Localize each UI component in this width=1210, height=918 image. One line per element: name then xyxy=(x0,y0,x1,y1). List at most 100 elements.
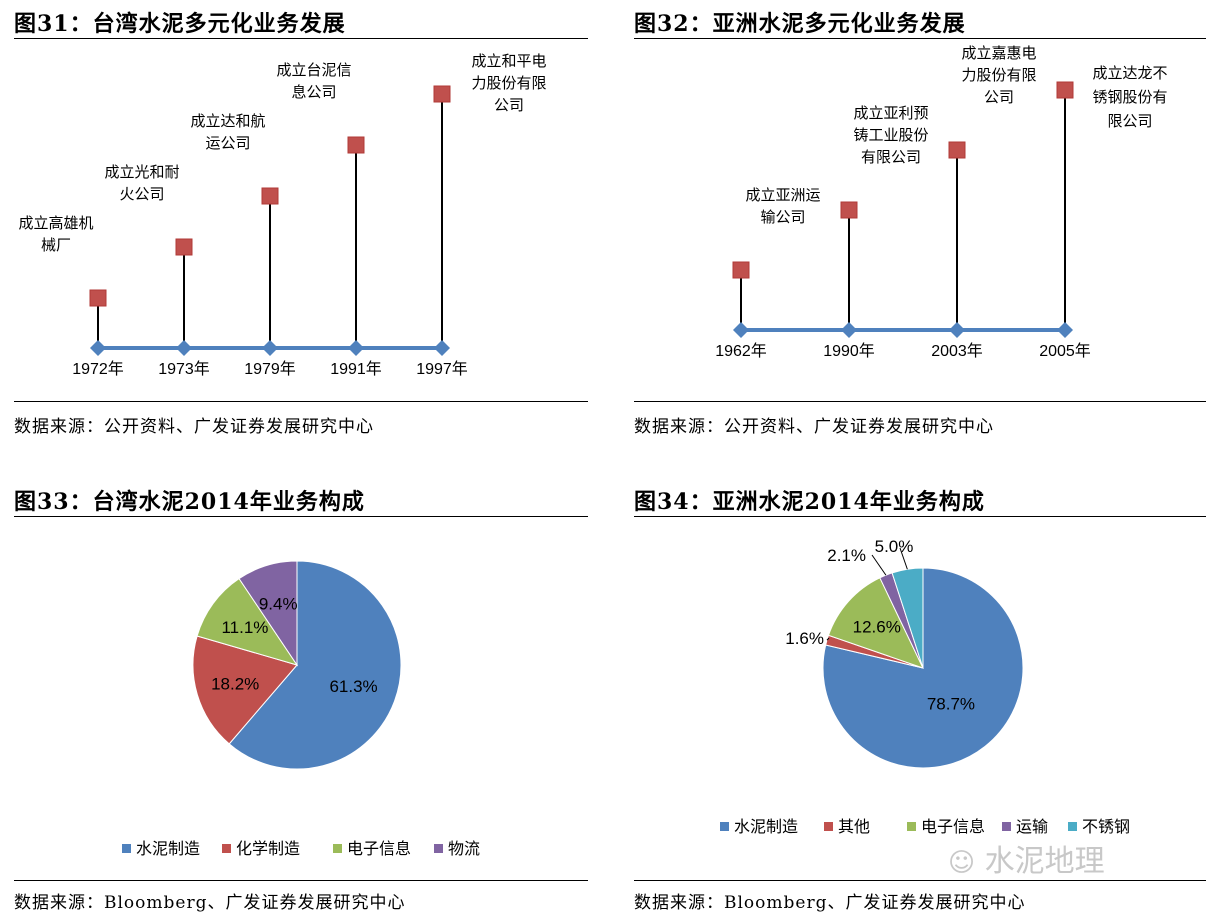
legend-label: 运输 xyxy=(1016,817,1048,836)
event-label: 有限公司 xyxy=(861,148,921,166)
slice-value-label: 11.1% xyxy=(221,618,268,637)
year-diamond xyxy=(434,340,450,356)
year-label: 1973年 xyxy=(158,360,210,378)
year-label: 1997年 xyxy=(416,360,468,378)
figure-33: 图33：台湾水泥2014年业务构成 61.3% 18.2% 11.1% 9.4% 水泥制… xyxy=(14,482,588,916)
pie-slice xyxy=(196,577,299,666)
event-label: 械厂 xyxy=(41,236,71,254)
year-diamond xyxy=(949,322,965,338)
slice-value-label: 9.4% xyxy=(259,594,298,613)
leader-line xyxy=(899,547,908,570)
year-label: 2005年 xyxy=(1039,342,1091,360)
pie-slice xyxy=(827,577,924,669)
figure-31-title: 图31：台湾水泥多元化业务发展 xyxy=(14,11,346,37)
watermark: ☺ 水泥地理 xyxy=(948,836,1105,880)
pie-slice xyxy=(228,560,402,770)
legend-swatch xyxy=(720,822,729,831)
slice-value-label: 78.7% xyxy=(927,694,975,713)
figure-31-source-rule xyxy=(14,401,588,402)
year-label: 1990年 xyxy=(823,342,875,360)
slice-value-label: 12.6% xyxy=(853,618,901,637)
legend-label: 其他 xyxy=(838,817,870,836)
event-marker xyxy=(433,85,451,103)
event-label: 锈钢股份有 xyxy=(1092,88,1167,106)
figure-31: 图31：台湾水泥多元化业务发展 1972年 成立高雄机械厂 1973年 成立光和耐火公… xyxy=(14,4,588,444)
event-label: 成立高雄机 xyxy=(18,214,93,232)
figure-32-title-rule xyxy=(634,38,1206,39)
figure-33-source: 数据来源：Bloomberg、广发证券发展研究中心 xyxy=(14,893,406,913)
legend-swatch xyxy=(824,822,833,831)
event-marker xyxy=(840,201,858,219)
leader-line xyxy=(871,554,887,576)
year-diamond xyxy=(176,340,192,356)
year-label: 1991年 xyxy=(330,360,382,378)
legend-swatch xyxy=(1068,822,1077,831)
year-diamond xyxy=(841,322,857,338)
event-label: 力股份有限 xyxy=(961,66,1036,84)
legend-label: 不锈钢 xyxy=(1082,817,1130,836)
figure-32-title: 图32：亚洲水泥多元化业务发展 xyxy=(634,11,966,37)
watermark-text: 水泥地理 xyxy=(984,844,1105,879)
legend-label: 化学制造 xyxy=(236,839,300,858)
figure-31-source: 数据来源：公开资料、广发证券发展研究中心 xyxy=(14,417,374,437)
event-marker xyxy=(1056,81,1074,99)
year-diamond xyxy=(1057,322,1073,338)
event-label: 输公司 xyxy=(760,208,805,226)
event-marker xyxy=(732,261,750,279)
event-marker xyxy=(175,238,193,256)
figure-34-source-rule xyxy=(634,880,1206,881)
figure-33-title: 图33：台湾水泥2014年业务构成 xyxy=(14,489,365,515)
leader-line xyxy=(826,637,830,641)
event-label: 成立亚利预 xyxy=(853,104,928,122)
slice-value-label: 5.0% xyxy=(875,537,914,556)
figure-33-source-rule xyxy=(14,880,588,881)
event-marker xyxy=(948,141,966,159)
slice-value-label: 18.2% xyxy=(211,674,259,693)
event-label: 限公司 xyxy=(1107,112,1152,130)
event-label: 铸工业股份 xyxy=(853,126,928,144)
legend-label: 水泥制造 xyxy=(136,839,200,858)
year-label: 1962年 xyxy=(715,342,767,360)
pie-chart-33: 61.3% 18.2% 11.1% 9.4% 水泥制造 化学制造 电子信息 物流 xyxy=(122,560,480,858)
year-label: 1972年 xyxy=(72,360,124,378)
slice-value-label: 61.3% xyxy=(329,677,377,696)
year-diamond xyxy=(348,340,364,356)
pie-slice xyxy=(192,635,298,745)
event-marker xyxy=(89,289,107,307)
slice-value-label: 1.6% xyxy=(785,629,824,648)
year-diamond xyxy=(262,340,278,356)
figure-33-title-rule xyxy=(14,516,588,517)
figure-31-title-rule xyxy=(14,38,588,39)
slice-value-label: 2.1% xyxy=(827,546,866,565)
legend-label: 物流 xyxy=(448,839,480,858)
year-label: 2003年 xyxy=(931,342,983,360)
legend-swatch xyxy=(907,822,916,831)
figure-32-source: 数据来源：公开资料、广发证券发展研究中心 xyxy=(634,417,994,437)
legend-swatch xyxy=(1002,822,1011,831)
legend-swatch xyxy=(333,844,342,853)
event-label: 成立亚洲运 xyxy=(745,186,820,204)
figure-34-source: 数据来源：Bloomberg、广发证券发展研究中心 xyxy=(634,893,1026,913)
pie-chart-34: 78.7% 1.6% 12.6% 2.1% 5.0% 水泥制造 其他 电子信息 运输 不锈钢 xyxy=(720,537,1130,836)
event-label: 成立和平电 xyxy=(471,52,546,70)
pie-slice xyxy=(238,560,298,667)
legend-swatch xyxy=(434,844,443,853)
event-label: 成立台泥信 xyxy=(276,61,351,79)
figure-34: 图34：亚洲水泥2014年业务构成 78.7% 1.6% 12.6% 2.1% 5.0%… xyxy=(634,482,1206,916)
legend-swatch xyxy=(222,844,231,853)
legend-label: 电子信息 xyxy=(921,817,985,836)
figure-32: 图32：亚洲水泥多元化业务发展 1962年 成立亚洲运输公司 1990年 成立亚利预铸… xyxy=(634,4,1206,444)
legend-label: 水泥制造 xyxy=(734,817,798,836)
legend-label: 电子信息 xyxy=(347,839,411,858)
event-label: 公司 xyxy=(494,96,524,114)
event-label: 成立达和航 xyxy=(190,112,265,130)
event-label: 成立光和耐 xyxy=(104,163,179,181)
figure-34-title: 图34：亚洲水泥2014年业务构成 xyxy=(634,489,985,515)
event-label: 息公司 xyxy=(291,83,336,101)
event-label: 运公司 xyxy=(205,134,250,152)
figure-34-title-rule xyxy=(634,516,1206,517)
event-label: 火公司 xyxy=(119,185,164,203)
event-marker xyxy=(347,136,365,154)
wechat-icon: ☺ xyxy=(948,848,976,878)
event-marker xyxy=(261,187,279,205)
